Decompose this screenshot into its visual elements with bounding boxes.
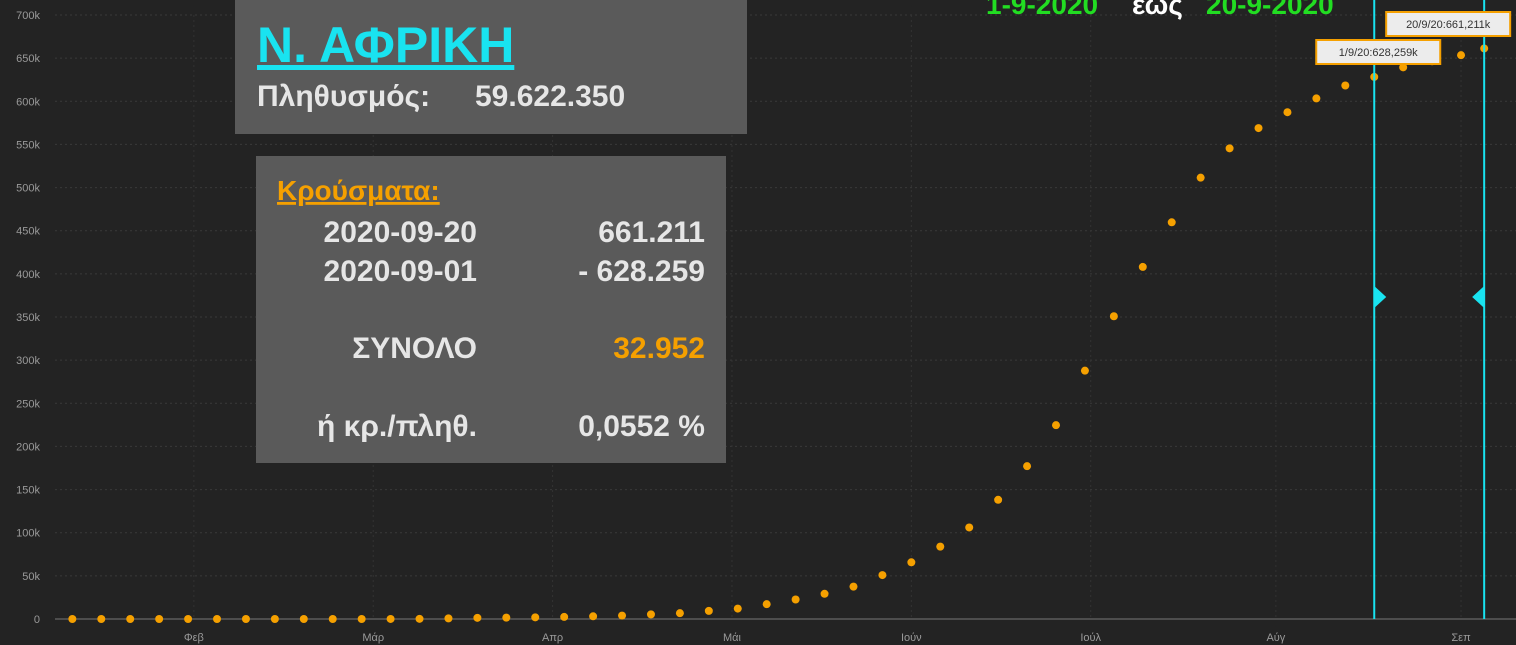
data-point bbox=[994, 495, 1003, 504]
y-tick-label: 700k bbox=[16, 10, 40, 22]
data-point bbox=[618, 611, 627, 620]
row-value: 661.211 bbox=[598, 216, 705, 249]
country-title: Ν. ΑΦΡΙΚΗ bbox=[257, 17, 514, 73]
x-tick-label: Μάι bbox=[723, 632, 742, 644]
x-tick-label: Αύγ bbox=[1266, 632, 1285, 644]
data-point bbox=[502, 613, 511, 622]
data-point bbox=[1225, 144, 1234, 153]
data-point bbox=[878, 571, 887, 580]
data-point bbox=[531, 613, 540, 622]
y-tick-label: 50k bbox=[22, 571, 40, 583]
population-label: Πληθυσμός: bbox=[257, 80, 430, 113]
data-point bbox=[270, 615, 279, 623]
marker-label-box bbox=[1385, 11, 1512, 37]
y-tick-label: 450k bbox=[16, 226, 40, 238]
period-end: 20-9-2020 bbox=[1206, 0, 1334, 20]
data-point bbox=[1254, 124, 1263, 133]
data-point bbox=[907, 558, 916, 567]
data-point bbox=[68, 615, 77, 623]
data-point bbox=[1312, 94, 1321, 103]
data-point bbox=[704, 606, 713, 615]
x-tick-label: Ιούν bbox=[901, 632, 922, 644]
data-point bbox=[1457, 51, 1466, 60]
cases-title: Κρούσματα: bbox=[277, 175, 440, 206]
period-sep: έως bbox=[1132, 0, 1183, 20]
y-tick-label: 400k bbox=[16, 269, 40, 281]
data-point bbox=[791, 595, 800, 604]
row-label: 2020-09-01 bbox=[324, 255, 477, 288]
data-point bbox=[1283, 108, 1292, 117]
data-point bbox=[820, 589, 829, 598]
x-tick-label: Μάρ bbox=[362, 632, 384, 644]
data-point bbox=[1399, 63, 1408, 72]
country-panel bbox=[235, 0, 747, 134]
y-tick-label: 350k bbox=[16, 312, 40, 324]
data-point bbox=[733, 604, 742, 613]
data-point bbox=[1196, 173, 1205, 182]
data-point bbox=[965, 523, 974, 532]
marker-handle bbox=[1472, 286, 1485, 308]
data-point bbox=[1341, 81, 1350, 90]
data-point bbox=[241, 615, 250, 623]
data-point bbox=[1052, 421, 1061, 430]
data-point bbox=[386, 614, 395, 623]
data-point bbox=[213, 615, 222, 623]
data-point bbox=[675, 609, 684, 618]
data-point bbox=[1138, 262, 1147, 271]
x-tick-label: Φεβ bbox=[184, 632, 204, 644]
y-tick-label: 550k bbox=[16, 139, 40, 151]
row-value: 32.952 bbox=[613, 332, 705, 365]
data-point bbox=[415, 614, 424, 623]
row-label: ΣΥΝΟΛΟ bbox=[352, 332, 477, 365]
data-point bbox=[762, 600, 771, 609]
data-point bbox=[849, 582, 858, 591]
x-tick-label: Απρ bbox=[542, 632, 563, 644]
data-point bbox=[299, 615, 308, 623]
data-point bbox=[589, 612, 598, 621]
y-tick-label: 200k bbox=[16, 441, 40, 453]
x-tick-label: Σεπ bbox=[1451, 632, 1471, 644]
data-point bbox=[155, 615, 164, 623]
y-tick-label: 650k bbox=[16, 53, 40, 65]
marker-label: 1/9/20:628,259k bbox=[1339, 47, 1418, 59]
y-tick-label: 300k bbox=[16, 355, 40, 367]
data-point bbox=[1109, 312, 1118, 321]
y-tick-label: 250k bbox=[16, 398, 40, 410]
data-point bbox=[184, 615, 193, 623]
period-start: 1-9-2020 bbox=[986, 0, 1098, 20]
data-point bbox=[97, 615, 106, 623]
population-value: 59.622.350 bbox=[475, 80, 625, 113]
row-value: - 628.259 bbox=[578, 255, 705, 288]
data-point bbox=[1080, 366, 1089, 375]
y-tick-label: 0 bbox=[34, 614, 40, 626]
data-point bbox=[646, 610, 655, 619]
cases-panel bbox=[256, 156, 726, 463]
y-tick-label: 150k bbox=[16, 485, 40, 497]
x-tick-label: Ιούλ bbox=[1080, 632, 1101, 644]
row-label: ή κρ./πληθ. bbox=[317, 410, 477, 443]
data-point bbox=[1167, 218, 1176, 227]
data-point bbox=[473, 613, 482, 622]
y-tick-label: 500k bbox=[16, 183, 40, 195]
row-value: 0,0552 % bbox=[578, 410, 705, 443]
y-tick-label: 100k bbox=[16, 528, 40, 540]
data-point bbox=[560, 612, 569, 621]
data-point bbox=[328, 615, 337, 623]
data-point bbox=[444, 614, 453, 623]
row-label: 2020-09-20 bbox=[324, 216, 477, 249]
data-point bbox=[357, 614, 366, 623]
data-point bbox=[936, 542, 945, 551]
marker-label: 20/9/20:661,211k bbox=[1406, 19, 1491, 31]
data-point bbox=[1023, 462, 1032, 471]
y-tick-label: 600k bbox=[16, 96, 40, 108]
marker-handle bbox=[1374, 286, 1387, 308]
marker-label-box bbox=[1315, 39, 1442, 65]
data-point bbox=[126, 615, 135, 623]
plot: 0 50k 100k 150k 200k 250k 300k 350k 400k 450k 500k… bbox=[16, 0, 1516, 644]
